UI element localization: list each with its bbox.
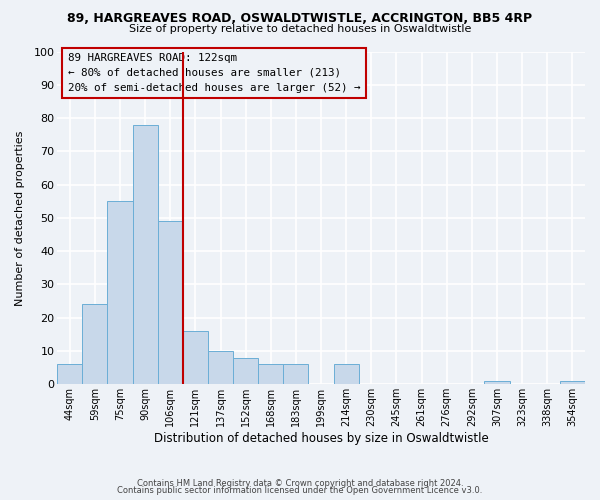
Text: 89 HARGREAVES ROAD: 122sqm
← 80% of detached houses are smaller (213)
20% of sem: 89 HARGREAVES ROAD: 122sqm ← 80% of deta…	[68, 53, 360, 93]
Bar	[133, 124, 158, 384]
Bar	[107, 202, 133, 384]
X-axis label: Distribution of detached houses by size in Oswaldtwistle: Distribution of detached houses by size …	[154, 432, 488, 445]
Y-axis label: Number of detached properties: Number of detached properties	[15, 130, 25, 306]
Text: Contains public sector information licensed under the Open Government Licence v3: Contains public sector information licen…	[118, 486, 482, 495]
Text: Size of property relative to detached houses in Oswaldtwistle: Size of property relative to detached ho…	[129, 24, 471, 34]
Bar	[560, 381, 585, 384]
Bar	[233, 358, 258, 384]
Bar	[158, 221, 183, 384]
Bar	[82, 304, 107, 384]
Text: 89, HARGREAVES ROAD, OSWALDTWISTLE, ACCRINGTON, BB5 4RP: 89, HARGREAVES ROAD, OSWALDTWISTLE, ACCR…	[67, 12, 533, 26]
Text: Contains HM Land Registry data © Crown copyright and database right 2024.: Contains HM Land Registry data © Crown c…	[137, 478, 463, 488]
Bar	[283, 364, 308, 384]
Bar	[208, 351, 233, 384]
Bar	[258, 364, 283, 384]
Bar	[183, 331, 208, 384]
Bar	[484, 381, 509, 384]
Bar	[334, 364, 359, 384]
Bar	[57, 364, 82, 384]
